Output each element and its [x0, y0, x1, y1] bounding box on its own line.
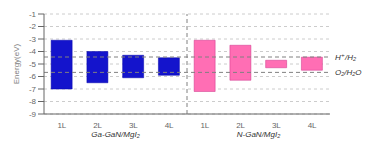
svg-text:1L: 1L: [200, 121, 209, 128]
svg-text:H⁺/H₂: H⁺/H₂: [335, 53, 356, 62]
svg-text:2L: 2L: [236, 121, 245, 128]
html-text:Ga-GaN/MgI₂: Ga-GaN/MgI₂: [91, 130, 140, 139]
svg-text:3L: 3L: [129, 121, 138, 128]
svg-text:-6: -6: [29, 72, 37, 81]
svg-text:-2: -2: [29, 22, 37, 31]
svg-text:-5: -5: [29, 60, 37, 69]
svg-text:4L: 4L: [165, 121, 174, 128]
svg-text:-4: -4: [29, 47, 37, 56]
svg-text:Energy(eV): Energy(eV): [12, 43, 21, 84]
svg-text:O₂/H₂O: O₂/H₂O: [335, 68, 362, 77]
svg-text:3L: 3L: [272, 121, 281, 128]
svg-text:-3: -3: [29, 35, 37, 44]
svg-text:-9: -9: [29, 110, 37, 119]
svg-text:1L: 1L: [57, 121, 66, 128]
svg-text:-1: -1: [29, 10, 37, 19]
svg-text:-7: -7: [29, 85, 37, 94]
svg-text:-8: -8: [29, 97, 37, 106]
html-text:N-GaN/MgI₂: N-GaN/MgI₂: [236, 130, 281, 139]
svg-text:4L: 4L: [308, 121, 317, 128]
svg-text:2L: 2L: [93, 121, 102, 128]
